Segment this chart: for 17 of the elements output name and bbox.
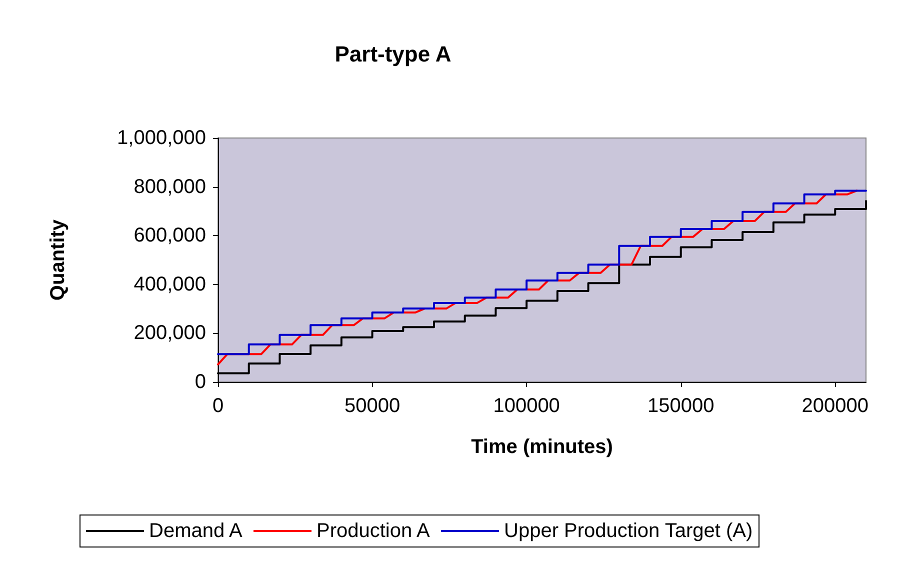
y-tick-label: 1,000,000 [117,127,206,149]
chart-title: Part-type A [334,42,452,66]
legend-label: Demand A [149,520,244,542]
x-tick-label: 150000 [647,395,714,417]
y-tick-label: 0 [194,371,206,393]
x-tick-label: 200000 [802,395,869,417]
y-tick-label: 200,000 [134,322,206,344]
y-tick-label: 600,000 [134,224,206,247]
x-tick-label: 0 [212,395,224,417]
legend-label: Upper Production Target (A) [504,520,753,542]
x-axis-title: Time (minutes) [471,436,613,458]
y-tick-label: 800,000 [134,176,206,198]
y-tick-label: 400,000 [134,273,206,296]
x-tick-label: 50000 [344,395,400,417]
y-axis-title: Quantity [47,218,69,301]
x-tick-label: 100000 [493,395,560,417]
legend-label: Production A [316,520,431,542]
